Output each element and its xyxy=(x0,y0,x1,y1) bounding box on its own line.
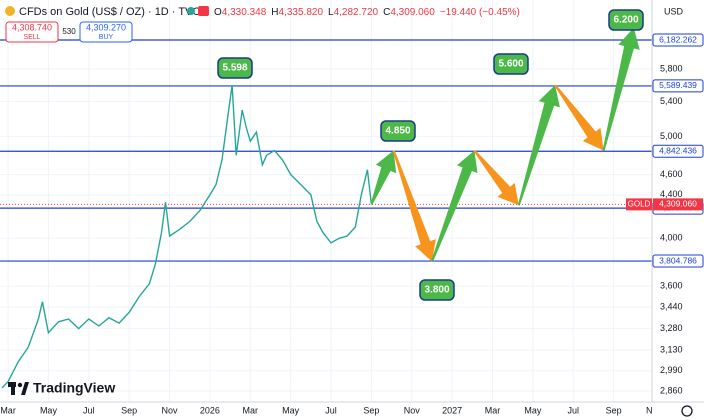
level-tag xyxy=(652,254,704,268)
y-tick-label: 5,400 xyxy=(660,96,683,106)
ohlc-label: C xyxy=(383,7,390,18)
x-tick-label: Mar xyxy=(243,405,259,415)
symbol-title[interactable]: CFDs on Gold (US$ / OZ) · 1D · TVC xyxy=(19,6,200,18)
sell-label: SELL xyxy=(23,34,40,41)
buy-button[interactable] xyxy=(79,21,133,43)
annotation-text: 5.600 xyxy=(498,59,523,70)
x-tick-label: Sep xyxy=(363,405,379,415)
x-tick-label: Nov xyxy=(404,405,421,415)
forecast-arrow xyxy=(554,84,604,151)
y-tick-label: 4,400 xyxy=(660,189,683,199)
y-tick-label: 4,600 xyxy=(660,169,683,179)
level-label: 4,842.436 xyxy=(659,145,697,155)
level-tag xyxy=(652,144,704,158)
status-icon xyxy=(198,6,209,16)
sell-price: 4,308.740 xyxy=(12,22,52,32)
logo: TradingView xyxy=(8,380,115,396)
y-tick-label: 2,860 xyxy=(660,385,683,395)
forecast-arrow xyxy=(370,150,397,205)
y-tick-label: 2,990 xyxy=(660,365,683,375)
sell-button[interactable] xyxy=(5,21,59,43)
current-price-label: 4,309.060 xyxy=(659,199,697,209)
annotation: 5.600 xyxy=(493,53,529,75)
annotation: 6.200 xyxy=(608,9,644,31)
x-tick-label: May xyxy=(524,405,542,415)
ohlc-label: O xyxy=(214,7,222,18)
change: −19.440 (−0.45%) xyxy=(440,7,520,18)
ohlc-value: 4,309.060 xyxy=(390,7,435,18)
spread: 530 xyxy=(62,27,76,36)
currency: USD xyxy=(664,6,684,16)
x-tick-label: May xyxy=(40,405,58,415)
y-tick-label: 3,130 xyxy=(660,344,683,354)
ohlc: O4,330.348 H4,335.820 L4,282.720 C4,309.060… xyxy=(214,7,520,18)
x-tick-label: Sep xyxy=(121,405,137,415)
annotation-text: 3.800 xyxy=(424,285,449,296)
x-tick-label: Jul xyxy=(325,405,337,415)
symbol-icon xyxy=(5,6,15,16)
annotation-text: 4.850 xyxy=(385,126,410,137)
header: CFDs on Gold (US$ / OZ) · 1D · TVC O4,33… xyxy=(5,6,520,43)
x-tick-label: Jul xyxy=(568,405,580,415)
x-tick-label: Sep xyxy=(606,405,622,415)
y-tick-label: 3,440 xyxy=(660,301,683,311)
level-label: 6,182.262 xyxy=(659,34,697,44)
annotation-text: 6.200 xyxy=(613,15,638,26)
current-name: GOLD xyxy=(628,199,651,208)
x-tick-label: Nov xyxy=(646,405,663,415)
ohlc-label: H xyxy=(271,7,278,18)
status-dot xyxy=(187,7,195,15)
buy-label: BUY xyxy=(99,34,114,41)
annotation: 5.598 xyxy=(217,57,253,79)
ohlc-label: L xyxy=(328,7,334,18)
logo-text: TradingView xyxy=(33,380,115,396)
y-tick-label: 5,000 xyxy=(660,131,683,141)
y-tick-label: 3,280 xyxy=(660,323,683,333)
x-tick-label: Jul xyxy=(83,405,95,415)
level-label: 3,804.786 xyxy=(659,255,697,265)
buy-price: 4,309.270 xyxy=(86,22,126,32)
level-tag xyxy=(652,33,704,47)
annotation: 4.850 xyxy=(380,120,416,142)
x-tick-label: Mar xyxy=(0,405,16,415)
forecast-arrow xyxy=(517,85,560,206)
y-tick-label: 4,000 xyxy=(660,233,683,243)
y-tick-label: 5,800 xyxy=(660,63,683,73)
x-tick-label: May xyxy=(282,405,300,415)
ohlc-value: 4,282.720 xyxy=(334,7,379,18)
settings-icon[interactable] xyxy=(681,405,693,417)
annotations: 5.598 4.850 5.600 6.200 3.800 xyxy=(217,9,644,301)
ohlc-value: 4,335.820 xyxy=(279,7,324,18)
y-tick-label: 3,600 xyxy=(660,281,683,291)
forecast-arrow xyxy=(602,27,640,151)
x-tick-label: Mar xyxy=(485,405,501,415)
time-axis xyxy=(0,402,704,420)
annotation: 3.800 xyxy=(419,279,455,301)
level-tag xyxy=(652,79,704,93)
level-label: 5,589.439 xyxy=(659,80,697,90)
plot-area xyxy=(0,0,655,402)
current-name-tag xyxy=(626,198,652,211)
forecast-arrow xyxy=(431,150,478,262)
forecast-arrow xyxy=(473,149,519,206)
x-tick-label: Nov xyxy=(162,405,179,415)
axes: 5,800 5,400 5,000 4,600 4,400 4,000 3,600 3,440… xyxy=(0,33,704,415)
annotation-text: 5.598 xyxy=(222,63,247,74)
x-tick-label: 2026 xyxy=(200,405,220,415)
current-price-tag xyxy=(653,198,703,211)
price-line xyxy=(1,85,373,389)
ohlc-value: 4,330.348 xyxy=(222,7,267,18)
forecast-arrow xyxy=(392,150,436,262)
x-tick-label: 2027 xyxy=(442,405,462,415)
